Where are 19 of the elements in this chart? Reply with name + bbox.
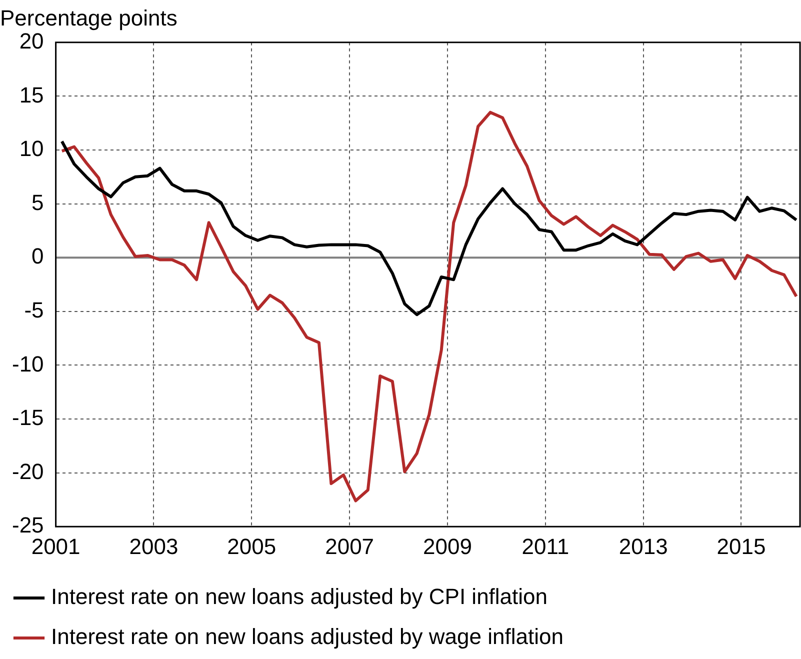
y-tick-label: -15 bbox=[12, 405, 44, 430]
y-tick-label: 10 bbox=[19, 136, 44, 162]
x-tick-label: 2009 bbox=[423, 534, 472, 559]
x-tick-label: 2011 bbox=[522, 534, 570, 559]
legend-label: Interest rate on new loans adjusted by CPI inflation bbox=[51, 584, 548, 610]
x-tick-label: 2007 bbox=[325, 534, 374, 559]
y-tick-label: 5 bbox=[32, 190, 44, 215]
x-tick-label: 2015 bbox=[716, 534, 766, 559]
y-tick-label: -10 bbox=[12, 351, 44, 376]
y-tick-label: 15 bbox=[19, 82, 44, 108]
x-tick-label: 2013 bbox=[618, 534, 668, 559]
y-axis-title: Percentage points bbox=[0, 5, 178, 30]
x-tick-label: 2005 bbox=[227, 534, 276, 559]
y-tick-label: -5 bbox=[24, 297, 44, 322]
y-tick-label: -20 bbox=[12, 458, 44, 484]
y-tick-label: 0 bbox=[32, 244, 44, 269]
x-tick-label: 2003 bbox=[129, 534, 178, 559]
y-tick-label: 20 bbox=[19, 28, 44, 54]
legend-label: Interest rate on new loans adjusted by wage inflation bbox=[51, 624, 564, 650]
